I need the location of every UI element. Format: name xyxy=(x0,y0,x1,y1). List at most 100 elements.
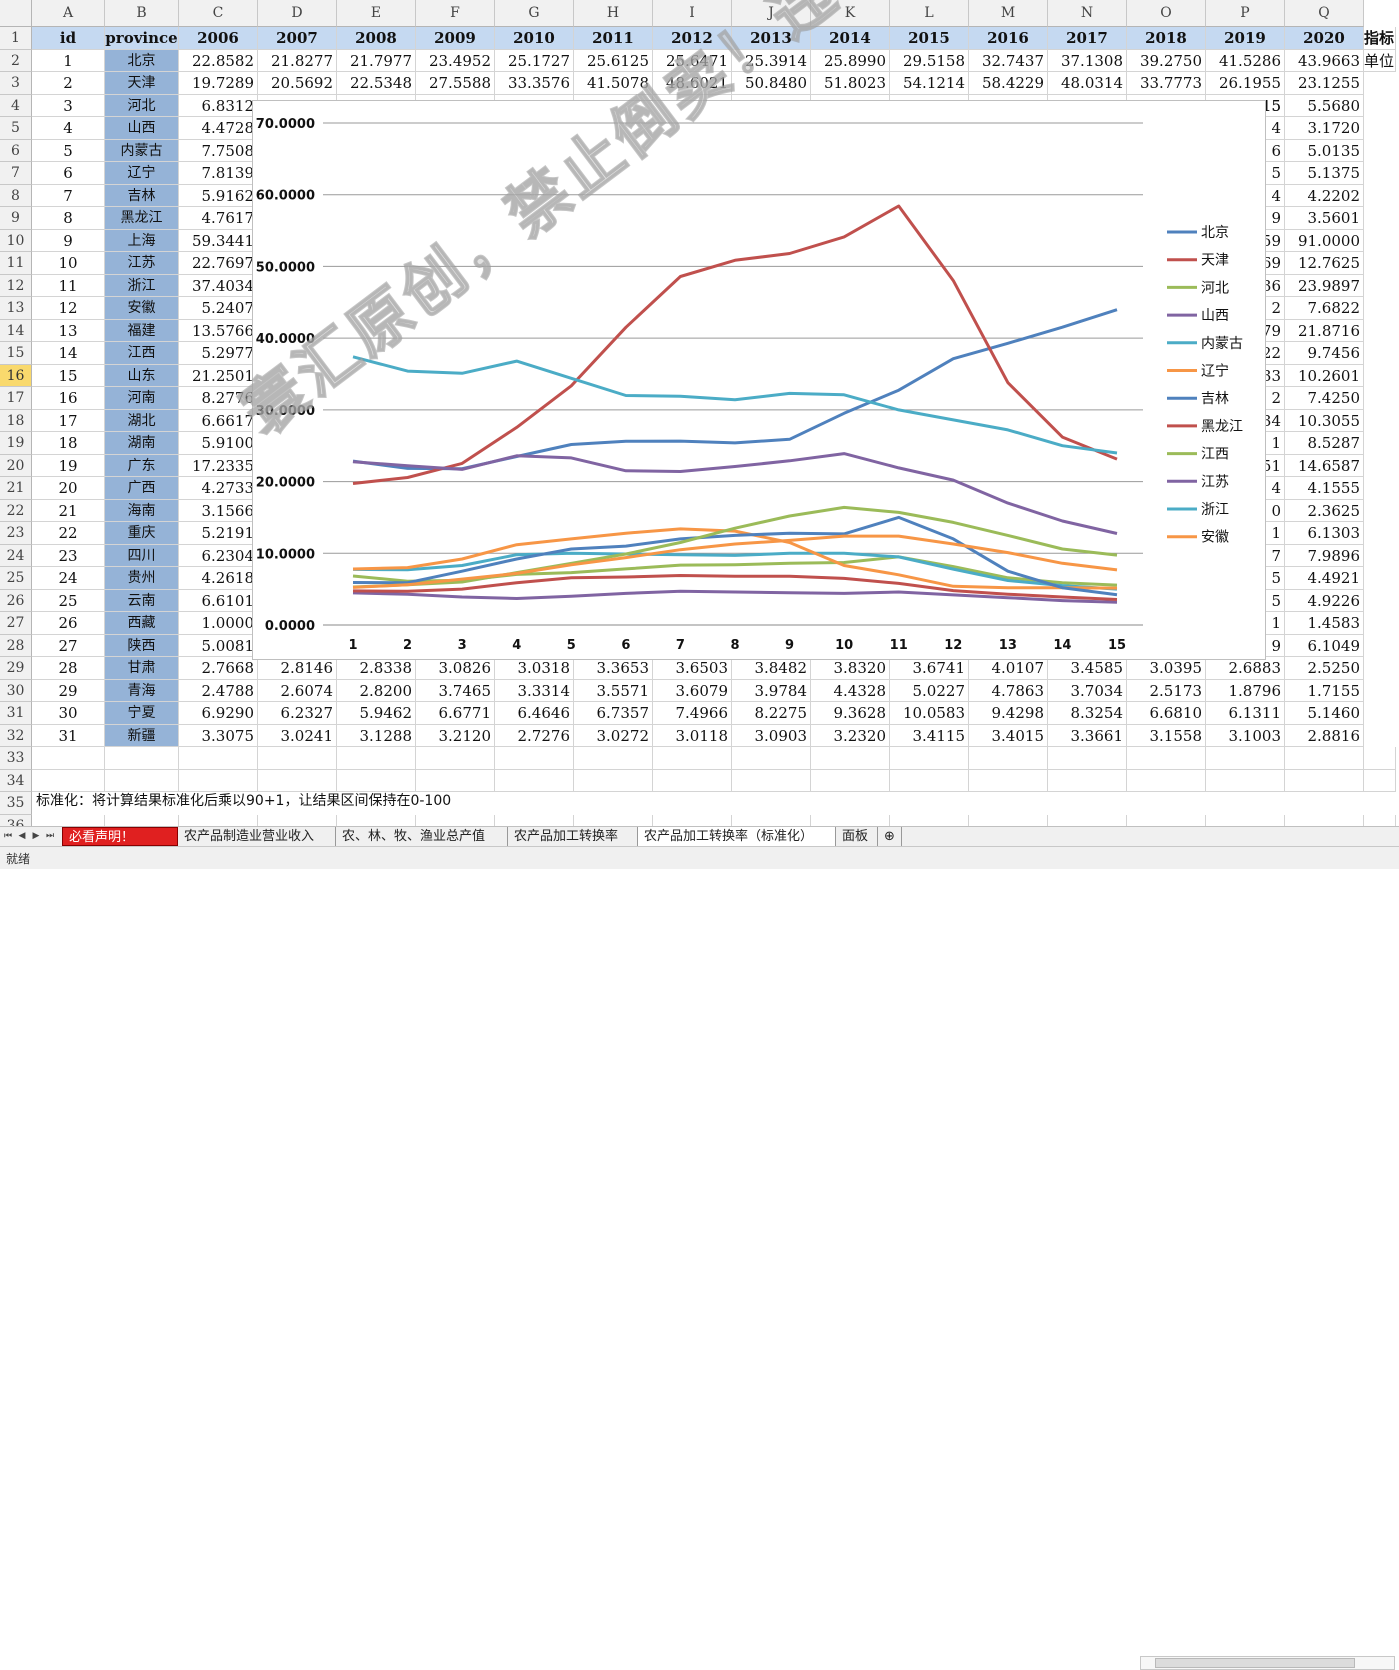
cell[interactable]: 5.2407 xyxy=(179,297,258,320)
cell[interactable]: 31 xyxy=(32,724,105,747)
cell[interactable]: 新疆 xyxy=(105,724,179,747)
cell[interactable]: 12.7625 xyxy=(1285,252,1364,275)
cell[interactable]: 21.7977 xyxy=(337,49,416,72)
cell[interactable]: 8.2776 xyxy=(179,387,258,410)
row-header[interactable]: 15 xyxy=(0,342,32,365)
cell[interactable]: 3.3075 xyxy=(179,724,258,747)
cell[interactable]: 2.8338 xyxy=(337,657,416,680)
cell[interactable]: 2.8200 xyxy=(337,679,416,702)
series-line[interactable] xyxy=(352,534,1118,589)
cell[interactable]: 3.2320 xyxy=(811,724,890,747)
cell[interactable]: 11 xyxy=(32,274,105,297)
cell[interactable]: 41.5286 xyxy=(1206,49,1285,72)
row-header[interactable]: 33 xyxy=(0,747,32,770)
cell[interactable] xyxy=(1206,747,1285,770)
cell[interactable] xyxy=(1285,747,1364,770)
cell[interactable]: 32.7437 xyxy=(969,49,1048,72)
cell[interactable]: 27 xyxy=(32,634,105,657)
cell[interactable]: 29.5158 xyxy=(890,49,969,72)
cell[interactable]: 江西 xyxy=(105,342,179,365)
sheet-tab[interactable]: 农、林、牧、渔业总产值 xyxy=(336,827,508,846)
cell[interactable] xyxy=(416,814,495,826)
cell[interactable]: id xyxy=(32,27,105,50)
cell[interactable]: 21.8716 xyxy=(1285,319,1364,342)
cell[interactable]: 2016 xyxy=(969,27,1048,50)
cell[interactable]: 贵州 xyxy=(105,567,179,590)
cell[interactable]: 4.2733 xyxy=(179,477,258,500)
row-header[interactable]: 10 xyxy=(0,229,32,252)
cell[interactable] xyxy=(105,747,179,770)
cell[interactable]: 3.4115 xyxy=(890,724,969,747)
cell[interactable] xyxy=(258,769,337,792)
cell[interactable]: 25 xyxy=(32,589,105,612)
cell[interactable]: 26.1955 xyxy=(1206,72,1285,95)
cell[interactable] xyxy=(1048,747,1127,770)
cell[interactable]: 9.7456 xyxy=(1285,342,1364,365)
series-line[interactable] xyxy=(352,505,1118,589)
horizontal-scrollbar[interactable] xyxy=(1140,1656,1395,1670)
cell[interactable]: 3.0272 xyxy=(574,724,653,747)
row-header[interactable]: 28 xyxy=(0,634,32,657)
cell[interactable]: 10.3055 xyxy=(1285,409,1364,432)
cell[interactable] xyxy=(179,747,258,770)
cell[interactable]: 9.4298 xyxy=(969,702,1048,725)
cell[interactable]: 2012 xyxy=(653,27,732,50)
cell[interactable] xyxy=(1364,747,1396,770)
cell[interactable] xyxy=(105,814,179,826)
cell[interactable]: 6.1049 xyxy=(1285,634,1364,657)
cell[interactable] xyxy=(258,747,337,770)
cell[interactable]: 2.8816 xyxy=(1285,724,1364,747)
cell[interactable]: 1.7155 xyxy=(1285,679,1364,702)
cell[interactable] xyxy=(1127,814,1206,826)
cell[interactable]: 2020 xyxy=(1285,27,1364,50)
cell[interactable]: 22 xyxy=(32,522,105,545)
cell[interactable] xyxy=(105,769,179,792)
cell[interactable]: 4.2202 xyxy=(1285,184,1364,207)
cell[interactable]: 6.2327 xyxy=(258,702,337,725)
cell[interactable]: 2.6074 xyxy=(258,679,337,702)
cell[interactable]: 2.6883 xyxy=(1206,657,1285,680)
cell[interactable]: 广西 xyxy=(105,477,179,500)
cell[interactable]: 4.4328 xyxy=(811,679,890,702)
cell[interactable] xyxy=(1364,769,1396,792)
column-header-G[interactable]: G xyxy=(495,0,574,27)
cell[interactable]: 2.4788 xyxy=(179,679,258,702)
cell[interactable]: province xyxy=(105,27,179,50)
cell[interactable]: 内蒙古 xyxy=(105,139,179,162)
cell[interactable] xyxy=(811,747,890,770)
cell[interactable]: 2009 xyxy=(416,27,495,50)
cell[interactable]: 29 xyxy=(32,679,105,702)
cell[interactable]: 6.9290 xyxy=(179,702,258,725)
column-header-M[interactable]: M xyxy=(969,0,1048,27)
cell[interactable]: 宁夏 xyxy=(105,702,179,725)
cell[interactable]: 3.3314 xyxy=(495,679,574,702)
cell[interactable]: 14 xyxy=(32,342,105,365)
cell[interactable]: 25.6125 xyxy=(574,49,653,72)
cell[interactable] xyxy=(574,769,653,792)
sheet-tab[interactable]: 必看声明！ xyxy=(62,827,178,846)
next-sheet-icon[interactable]: ▶ xyxy=(32,831,40,841)
cell[interactable]: 30 xyxy=(32,702,105,725)
cell[interactable]: 3.0318 xyxy=(495,657,574,680)
cell[interactable]: 2014 xyxy=(811,27,890,50)
cell[interactable]: 5.5680 xyxy=(1285,94,1364,117)
cell[interactable] xyxy=(574,747,653,770)
cell[interactable]: 2013 xyxy=(732,27,811,50)
cell[interactable]: 8 xyxy=(32,207,105,230)
row-header[interactable]: 2 xyxy=(0,49,32,72)
cell[interactable]: 4 xyxy=(32,117,105,140)
cell[interactable]: 1.8796 xyxy=(1206,679,1285,702)
column-header-I[interactable]: I xyxy=(653,0,732,27)
cell[interactable]: 7.4966 xyxy=(653,702,732,725)
cell[interactable]: 6.4646 xyxy=(495,702,574,725)
row-header[interactable]: 3 xyxy=(0,72,32,95)
row-header[interactable]: 11 xyxy=(0,252,32,275)
column-header-H[interactable]: H xyxy=(574,0,653,27)
series-line[interactable] xyxy=(352,527,1118,590)
cell[interactable]: 7.9896 xyxy=(1285,544,1364,567)
cell[interactable]: 3.5571 xyxy=(574,679,653,702)
cell[interactable]: 3.3661 xyxy=(1048,724,1127,747)
cell[interactable] xyxy=(179,769,258,792)
last-sheet-icon[interactable]: ⏭ xyxy=(45,831,55,841)
